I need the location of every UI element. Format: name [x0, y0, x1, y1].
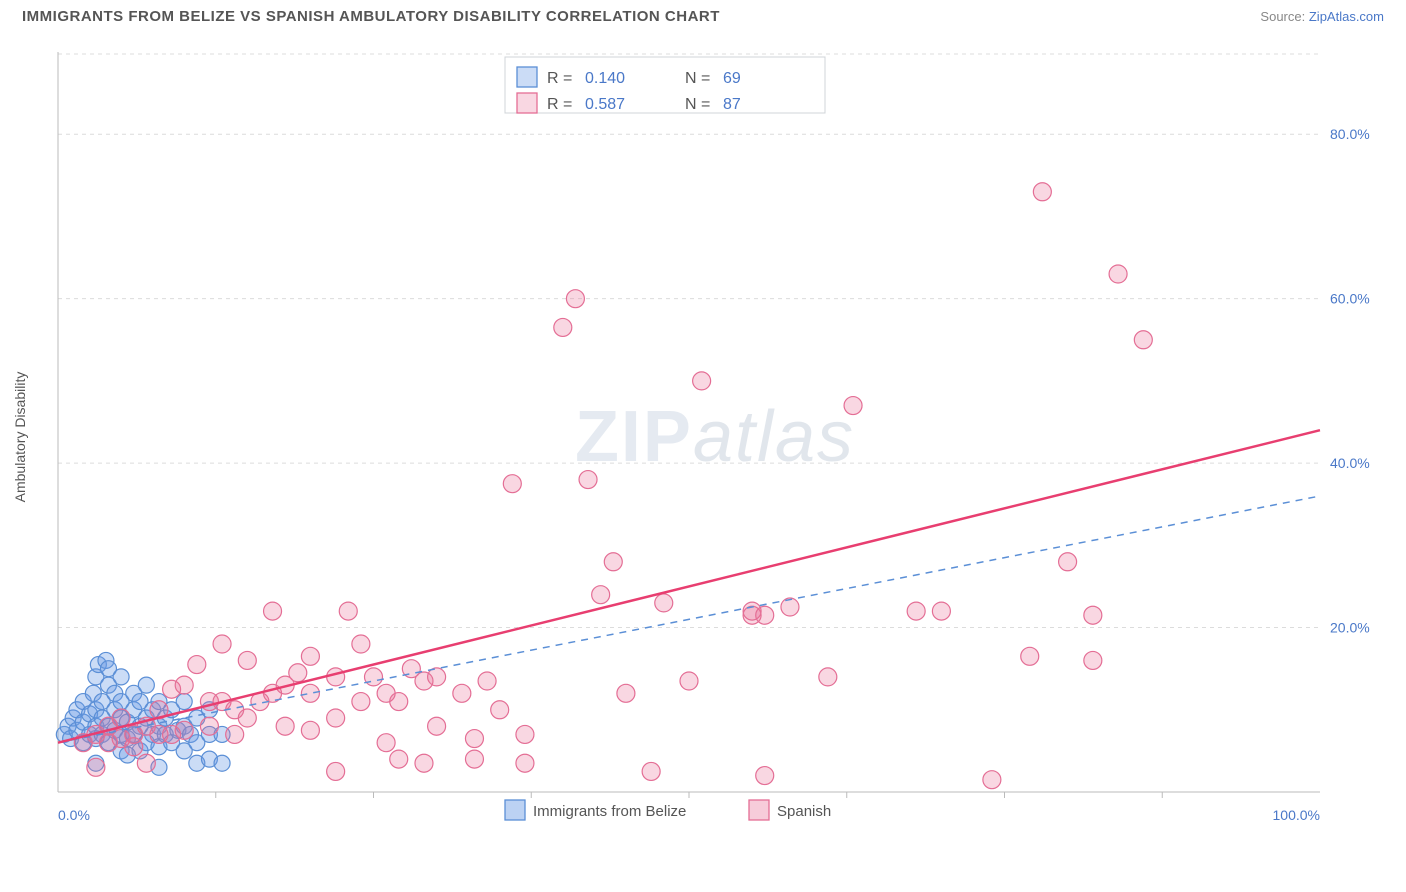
- page-title: IMMIGRANTS FROM BELIZE VS SPANISH AMBULA…: [22, 8, 720, 25]
- data-point: [693, 372, 711, 390]
- data-point: [566, 290, 584, 308]
- legend-r-label: R =: [547, 70, 572, 87]
- legend-swatch: [517, 93, 537, 113]
- legend-r-value: 0.587: [585, 96, 625, 113]
- data-point: [327, 668, 345, 686]
- data-point: [554, 318, 572, 336]
- bottom-legend-label: Spanish: [777, 803, 831, 820]
- legend-r-label: R =: [547, 96, 572, 113]
- data-point: [276, 717, 294, 735]
- data-point: [819, 668, 837, 686]
- legend-n-value: 87: [723, 96, 741, 113]
- data-point: [415, 754, 433, 772]
- data-point: [491, 701, 509, 719]
- scatter-plot: 20.0% 40.0% 60.0% 80.0% 0.0% 100.0% R = 0.140 N …: [50, 42, 1380, 832]
- data-point: [983, 771, 1001, 789]
- x-tick-label: 0.0%: [58, 807, 90, 823]
- legend-n-label: N =: [685, 70, 710, 87]
- data-point: [680, 672, 698, 690]
- data-point: [844, 397, 862, 415]
- data-point: [390, 693, 408, 711]
- trend-line: [58, 430, 1320, 742]
- data-point: [289, 664, 307, 682]
- data-point: [327, 762, 345, 780]
- data-point: [453, 684, 471, 702]
- legend-n-value: 69: [723, 70, 741, 87]
- data-point: [301, 684, 319, 702]
- bottom-legend-swatch: [505, 800, 525, 820]
- source-label: Source:: [1260, 9, 1305, 24]
- chart-container: Ambulatory Disability ZIPatlas 20.0%40.0…: [50, 42, 1380, 832]
- data-point: [1059, 553, 1077, 571]
- data-point: [465, 730, 483, 748]
- data-point: [214, 755, 230, 771]
- y-axis-label: Ambulatory Disability: [12, 372, 28, 503]
- data-point: [617, 684, 635, 702]
- data-point: [1134, 331, 1152, 349]
- data-point: [137, 754, 155, 772]
- data-point: [465, 750, 483, 768]
- data-point: [907, 602, 925, 620]
- data-point: [642, 762, 660, 780]
- data-point: [1084, 606, 1102, 624]
- data-point: [264, 602, 282, 620]
- y-tick-label: 20.0%: [1330, 620, 1370, 636]
- y-tick-label: 60.0%: [1330, 291, 1370, 307]
- data-point: [390, 750, 408, 768]
- data-point: [176, 694, 192, 710]
- data-point: [327, 709, 345, 727]
- data-point: [188, 656, 206, 674]
- data-point: [781, 598, 799, 616]
- data-point: [1021, 647, 1039, 665]
- data-point: [1033, 183, 1051, 201]
- source-credit: Source: ZipAtlas.com: [1260, 9, 1384, 24]
- trend-line: [58, 496, 1320, 743]
- data-point: [352, 635, 370, 653]
- data-point: [1084, 651, 1102, 669]
- data-point: [516, 725, 534, 743]
- data-point: [655, 594, 673, 612]
- data-point: [238, 709, 256, 727]
- source-link[interactable]: ZipAtlas.com: [1309, 9, 1384, 24]
- y-tick-label: 40.0%: [1330, 455, 1370, 471]
- bottom-legend-swatch: [749, 800, 769, 820]
- data-point: [478, 672, 496, 690]
- data-point: [592, 586, 610, 604]
- data-point: [138, 677, 154, 693]
- data-point: [503, 475, 521, 493]
- data-point: [1109, 265, 1127, 283]
- legend-n-label: N =: [685, 96, 710, 113]
- data-point: [125, 738, 143, 756]
- data-point: [352, 693, 370, 711]
- data-point: [175, 676, 193, 694]
- data-point: [226, 725, 244, 743]
- data-point: [365, 668, 383, 686]
- data-point: [377, 734, 395, 752]
- data-point: [579, 471, 597, 489]
- data-point: [238, 651, 256, 669]
- legend-swatch: [517, 67, 537, 87]
- data-point: [339, 602, 357, 620]
- data-point: [213, 635, 231, 653]
- data-point: [200, 717, 218, 735]
- data-point: [756, 606, 774, 624]
- data-point: [932, 602, 950, 620]
- x-tick-label: 100.0%: [1273, 807, 1320, 823]
- data-point: [428, 717, 446, 735]
- bottom-legend-label: Immigrants from Belize: [533, 803, 686, 820]
- legend-r-value: 0.140: [585, 70, 625, 87]
- y-tick-label: 80.0%: [1330, 126, 1370, 142]
- data-point: [301, 721, 319, 739]
- data-point: [516, 754, 534, 772]
- data-point: [175, 721, 193, 739]
- data-point: [113, 669, 129, 685]
- data-point: [604, 553, 622, 571]
- data-point: [301, 647, 319, 665]
- data-point: [756, 767, 774, 785]
- data-point: [87, 758, 105, 776]
